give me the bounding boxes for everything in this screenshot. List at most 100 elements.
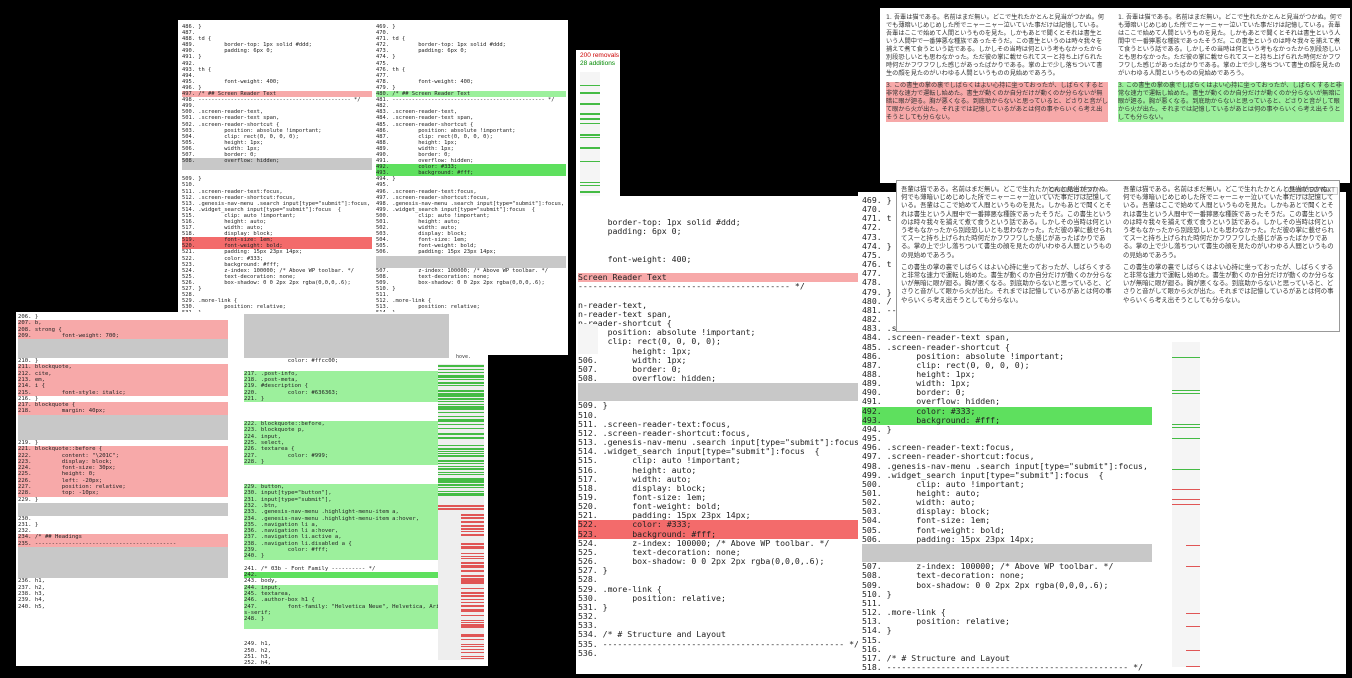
minimap-mark: [438, 416, 484, 417]
minimap-mark: [461, 635, 484, 636]
code-line: 511.: [862, 597, 882, 608]
code-line: 535. -----------------------------------…: [578, 638, 858, 649]
minimap-mark: [438, 407, 484, 408]
minimap-mark: [438, 478, 484, 479]
code-line: 494. }: [376, 176, 396, 183]
code-line: [18, 502, 228, 510]
minimap-mark: [461, 588, 484, 589]
minimap-mark: [1172, 424, 1200, 425]
code-line: 251. h3,: [244, 654, 271, 661]
code-line: 222. content: "\201C";: [18, 452, 228, 459]
diff-minimap[interactable]: [578, 324, 598, 354]
code-line: 471. t: [862, 213, 892, 224]
code-line: 517. width: auto;: [578, 473, 692, 484]
minimap-mark: [461, 514, 484, 515]
right-code-column: color: #ffcc00; 217. .post-info, 218. .po…: [244, 314, 463, 666]
code-line: 241. /* 03b - Font Family ---------- */: [244, 565, 376, 572]
minimap-mark: [438, 472, 484, 473]
minimap-mark: [461, 566, 484, 567]
minimap-mark: [438, 445, 484, 446]
code-line: 512. .more-link {: [376, 298, 432, 305]
code-line: 514. .widget_search input[type="submit"]…: [182, 206, 342, 213]
minimap-mark: [438, 409, 484, 410]
code-line: 486. }: [182, 24, 202, 30]
minimap-mark: [438, 404, 484, 405]
minimap-mark: [580, 114, 600, 115]
minimap-mark: [438, 485, 484, 486]
minimap-mark: [438, 408, 484, 409]
code-line: 509. }: [578, 400, 608, 411]
original-text-label: ORIGINAL TEXT: [1047, 187, 1099, 195]
code-line: 477.: [862, 268, 882, 279]
code-line: 531. }: [578, 601, 608, 612]
code-line: 226. textarea {: [244, 446, 449, 453]
code-line: [862, 553, 1152, 563]
minimap-mark: [461, 517, 484, 518]
code-line: 236. .navigation li a:hover,: [244, 528, 449, 535]
original-text: 吾輩は猫である。名前はまだ無い。どこで生れたかとんと見当がつかぬ。何でも薄暗いじ…: [901, 185, 1112, 304]
code-line: 491. overflow: hidden;: [376, 158, 474, 165]
code-line: [18, 509, 228, 516]
code-line: 532.: [578, 611, 598, 622]
code-line: 492. color: #333;: [862, 406, 1152, 416]
code-line: 501. height: auto;: [376, 219, 461, 225]
code-line: 494.: [182, 72, 195, 79]
code-line: 498. .genesis-nav-menu .search input[typ…: [376, 200, 565, 207]
diff-minimap[interactable]: [438, 364, 484, 660]
code-line: 480. /* ## Screen Reader Text: [376, 91, 566, 98]
code-line: [376, 261, 566, 268]
code-line: 500. clip: auto !important;: [862, 478, 1025, 489]
minimap-mark: [438, 460, 484, 461]
code-line: 514. .widget_search input[type="submit"]…: [578, 446, 820, 457]
code-line: 237. h2,: [18, 584, 45, 591]
code-line: 209. font-weight: 700;: [18, 332, 228, 340]
minimap-mark: [461, 626, 484, 627]
code-line: 496. .screen-reader-text:focus,: [376, 188, 477, 195]
code-line: 488. td {: [182, 36, 212, 43]
code-line: 505. font-weight: bold;: [376, 243, 477, 250]
minimap-mark: [438, 398, 484, 399]
code-line: n-reader-text,: [578, 299, 648, 310]
code-line: 512. .screen-reader-shortcut:focus,: [578, 427, 751, 438]
code-line: 208. strong {: [18, 326, 228, 333]
code-line: 232.: [18, 528, 32, 535]
minimap-mark: [438, 385, 484, 386]
code-line: 533.: [578, 620, 598, 631]
code-line: 242.: [244, 572, 449, 579]
diff-minimap[interactable]: [1172, 342, 1200, 667]
code-line: 509. }: [182, 176, 202, 183]
code-line: 530. position: relative;: [578, 592, 726, 603]
minimap-mark: [438, 437, 484, 438]
code-line: [244, 320, 449, 327]
code-line: 520. font-weight: bold;: [182, 243, 372, 250]
minimap-mark: [438, 412, 484, 413]
code-line: 482.: [862, 314, 882, 325]
code-line: 534. /* # Structure and Layout: [578, 629, 726, 640]
minimap-mark: [438, 382, 484, 383]
code-line: 506. width: 1px;: [578, 354, 687, 365]
code-line: 479. }: [376, 84, 396, 91]
code-line: 479. }: [862, 286, 892, 297]
code-line: 488. height: 1px;: [376, 139, 458, 146]
minimap-mark: [438, 390, 484, 391]
code-line: 517. /* # Structure and Layout: [862, 652, 1010, 663]
code-line: [244, 345, 449, 352]
code-line: 232. .btn,: [244, 502, 449, 510]
code-line: [18, 414, 228, 422]
minimap-mark: [461, 525, 484, 526]
left-code-column: 486. } 487. 488. td {489. border-top: 1px …: [182, 24, 372, 335]
code-line: 481. -----------------------------------…: [376, 97, 555, 104]
minimap-mark: [438, 420, 484, 421]
code-line: 512. .screen-reader-shortcut:focus,: [182, 194, 296, 201]
code-line: 514. }: [862, 625, 892, 636]
minimap-mark: [580, 161, 600, 162]
minimap-mark: [461, 518, 484, 519]
minimap-mark: [461, 624, 484, 625]
minimap-mark: [461, 553, 484, 554]
code-line: [18, 559, 228, 566]
minimap-mark: [438, 376, 484, 377]
minimap-mark: [438, 453, 484, 454]
code-line: 228. top: -10px;: [18, 490, 228, 497]
code-line: 486. position: absolute !important;: [376, 127, 516, 134]
code-line: 519. font-size: 1em;: [578, 492, 707, 502]
